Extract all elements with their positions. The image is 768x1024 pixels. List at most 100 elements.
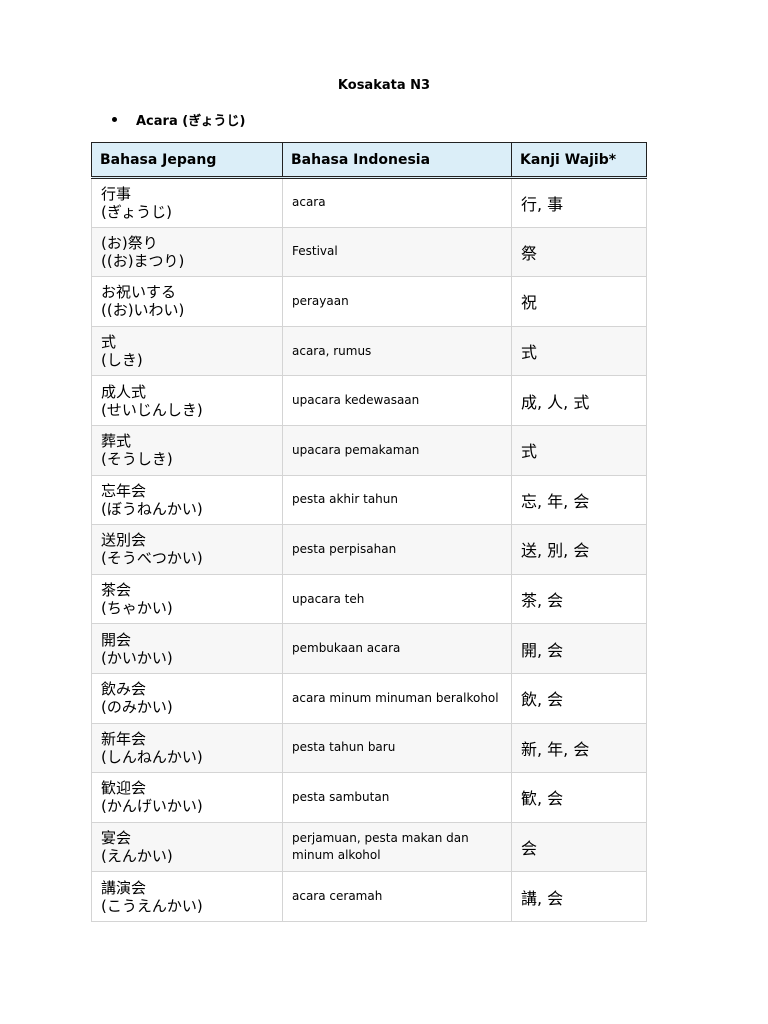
indonesian-meaning: perayaan (282, 276, 512, 327)
japanese-word: 送別会 (101, 531, 147, 550)
japanese-word: 行事 (101, 184, 132, 203)
bullet-icon (112, 117, 117, 122)
japanese-word: 茶会 (101, 581, 132, 600)
japanese-word: お祝いする (101, 283, 177, 302)
header-bahasa-indonesia: Bahasa Indonesia (282, 142, 512, 179)
indonesian-meaning: acara (282, 177, 512, 228)
indonesian-meaning: upacara pemakaman (282, 424, 512, 476)
table-row: 講演会 (こうえんかい) acara ceramah 講, 会 (91, 871, 647, 922)
japanese-reading: (こうえんかい) (101, 896, 203, 915)
indonesian-meaning: perjamuan, pesta makan dan minum alkohol (282, 821, 512, 873)
section-label: Acara (ぎょうじ) (136, 114, 246, 129)
section-bullet: Acara (ぎょうじ) (112, 110, 245, 129)
document-title: Kosakata N3 (337, 78, 431, 93)
japanese-word: 飲み会 (101, 680, 147, 699)
japanese-cell: 講演会 (こうえんかい) (91, 871, 283, 922)
required-kanji: 行, 事 (511, 177, 647, 228)
japanese-word: 葬式 (101, 432, 132, 451)
header-bahasa-jepang: Bahasa Jepang (91, 142, 283, 179)
indonesian-meaning: upacara kedewasaan (282, 375, 512, 426)
japanese-cell: 行事 (ぎょうじ) (91, 177, 283, 228)
japanese-word: 式 (101, 333, 117, 352)
table-row: (お)祭り ((お)まつり) Festival 祭 (91, 226, 647, 278)
required-kanji: 送, 別, 会 (511, 524, 647, 575)
japanese-reading: ((お)いわい) (101, 301, 185, 320)
japanese-cell: 茶会 (ちゃかい) (91, 573, 283, 625)
japanese-cell: 式 (しき) (91, 325, 283, 377)
japanese-cell: 飲み会 (のみかい) (91, 672, 283, 724)
indonesian-meaning: pesta tahun baru (282, 722, 512, 774)
japanese-reading: (ぼうねんかい) (101, 499, 203, 518)
japanese-cell: お祝いする ((お)いわい) (91, 276, 283, 327)
japanese-cell: 成人式 (せいじんしき) (91, 375, 283, 426)
japanese-cell: 葬式 (そうしき) (91, 424, 283, 476)
japanese-reading: (かいかい) (101, 648, 173, 667)
table-row: 宴会 (えんかい) perjamuan, pesta makan dan minum… (91, 821, 647, 873)
japanese-reading: (せいじんしき) (101, 400, 203, 419)
table-row: 茶会 (ちゃかい) upacara teh 茶, 会 (91, 573, 647, 625)
japanese-cell: (お)祭り ((お)まつり) (91, 226, 283, 278)
japanese-word: 忘年会 (101, 481, 147, 500)
table-row: 飲み会 (のみかい) acara minum minuman beralkohol 飲… (91, 672, 647, 724)
table-row: 成人式 (せいじんしき) upacara kedewasaan 成, 人, 式 (91, 375, 647, 426)
japanese-reading: (のみかい) (101, 698, 173, 717)
indonesian-meaning: pesta perpisahan (282, 524, 512, 575)
table-row: 送別会 (そうべつかい) pesta perpisahan 送, 別, 会 (91, 524, 647, 575)
japanese-reading: (かんげいかい) (101, 797, 203, 816)
japanese-word: 宴会 (101, 829, 132, 848)
indonesian-meaning: pembukaan acara (282, 623, 512, 674)
indonesian-meaning: acara ceramah (282, 871, 512, 922)
table-row: お祝いする ((お)いわい) perayaan 祝 (91, 276, 647, 327)
required-kanji: 忘, 年, 会 (511, 474, 647, 526)
required-kanji: 開, 会 (511, 623, 647, 674)
japanese-word: 成人式 (101, 382, 147, 401)
japanese-cell: 忘年会 (ぼうねんかい) (91, 474, 283, 526)
japanese-word: 開会 (101, 630, 132, 649)
japanese-reading: ((お)まつり) (101, 251, 185, 270)
table-row: 式 (しき) acara, rumus 式 (91, 325, 647, 377)
japanese-cell: 宴会 (えんかい) (91, 821, 283, 873)
required-kanji: 会 (511, 821, 647, 873)
japanese-reading: (そうしき) (101, 450, 173, 469)
required-kanji: 歓, 会 (511, 772, 647, 823)
indonesian-meaning: acara minum minuman beralkohol (282, 672, 512, 724)
japanese-reading: (えんかい) (101, 847, 173, 866)
japanese-cell: 送別会 (そうべつかい) (91, 524, 283, 575)
japanese-word: 講演会 (101, 878, 147, 897)
indonesian-meaning: upacara teh (282, 573, 512, 625)
required-kanji: 茶, 会 (511, 573, 647, 625)
japanese-word: (お)祭り (101, 233, 158, 252)
header-kanji-wajib: Kanji Wajib* (511, 142, 647, 179)
required-kanji: 式 (511, 424, 647, 476)
vocabulary-table: Bahasa Jepang Bahasa Indonesia Kanji Waj… (91, 142, 647, 922)
required-kanji: 祝 (511, 276, 647, 327)
japanese-reading: (しんねんかい) (101, 747, 203, 766)
table-row: 行事 (ぎょうじ) acara 行, 事 (91, 177, 647, 228)
table-body: 行事 (ぎょうじ) acara 行, 事 (お)祭り ((お)まつり) Festival 祭お… (91, 177, 647, 922)
table-row: 歓迎会 (かんげいかい) pesta sambutan 歓, 会 (91, 772, 647, 823)
japanese-word: 新年会 (101, 729, 147, 748)
indonesian-meaning: pesta sambutan (282, 772, 512, 823)
table-row: 葬式 (そうしき) upacara pemakaman 式 (91, 424, 647, 476)
required-kanji: 成, 人, 式 (511, 375, 647, 426)
indonesian-meaning: Festival (282, 226, 512, 278)
japanese-reading: (そうべつかい) (101, 549, 203, 568)
table-row: 開会 (かいかい) pembukaan acara 開, 会 (91, 623, 647, 674)
japanese-word: 歓迎会 (101, 779, 147, 798)
table-row: 新年会 (しんねんかい) pesta tahun baru 新, 年, 会 (91, 722, 647, 774)
japanese-reading: (しき) (101, 351, 143, 370)
japanese-reading: (ぎょうじ) (101, 202, 172, 221)
japanese-cell: 新年会 (しんねんかい) (91, 722, 283, 774)
indonesian-meaning: pesta akhir tahun (282, 474, 512, 526)
required-kanji: 講, 会 (511, 871, 647, 922)
japanese-reading: (ちゃかい) (101, 599, 173, 618)
required-kanji: 祭 (511, 226, 647, 278)
required-kanji: 飲, 会 (511, 672, 647, 724)
required-kanji: 新, 年, 会 (511, 722, 647, 774)
indonesian-meaning: acara, rumus (282, 325, 512, 377)
japanese-cell: 歓迎会 (かんげいかい) (91, 772, 283, 823)
japanese-cell: 開会 (かいかい) (91, 623, 283, 674)
table-header-row: Bahasa Jepang Bahasa Indonesia Kanji Waj… (91, 142, 647, 179)
table-row: 忘年会 (ぼうねんかい) pesta akhir tahun 忘, 年, 会 (91, 474, 647, 526)
required-kanji: 式 (511, 325, 647, 377)
